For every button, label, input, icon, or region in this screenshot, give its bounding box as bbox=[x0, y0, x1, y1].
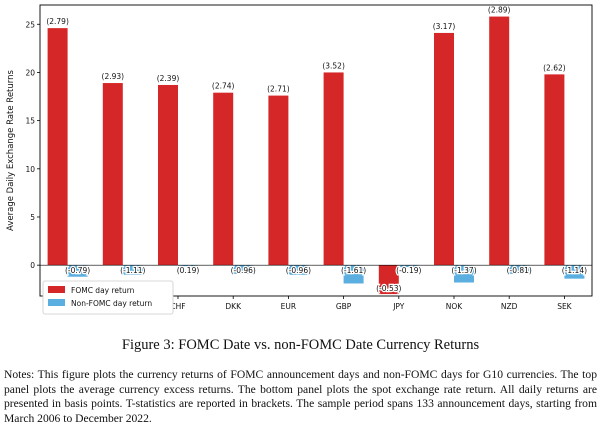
non-fomc-bar-chf bbox=[178, 265, 198, 267]
fomc-tstat-cad: (2.93) bbox=[102, 72, 125, 81]
fomc-tstat-sek: (2.62) bbox=[543, 63, 566, 72]
x-tick-label-chf: CHF bbox=[170, 302, 185, 311]
non-fomc-bar-sek bbox=[564, 265, 585, 279]
non-fomc-tstat-eur: (-0.96) bbox=[286, 266, 311, 275]
fomc-bar-jpy bbox=[378, 265, 399, 295]
y-tick-label-5: 5 bbox=[30, 213, 35, 222]
x-tick-label-nok: NOK bbox=[446, 302, 464, 311]
fomc-tstat-gbp: (3.52) bbox=[322, 61, 345, 70]
fomc-tstat-nok: (3.17) bbox=[433, 22, 456, 31]
plot-frame bbox=[39, 4, 593, 297]
legend-label-non-fomc: Non-FOMC day return bbox=[71, 299, 152, 308]
fomc-bar-nok bbox=[434, 32, 454, 266]
y-axis: 0 5 10 15 20 25 bbox=[25, 20, 40, 270]
non-fomc-tstat-dkk: (-0.96) bbox=[231, 266, 256, 275]
non-fomc-bar-jpy bbox=[398, 265, 419, 268]
figure-notes: Notes: This figure plots the currency re… bbox=[4, 368, 597, 425]
x-tick-label-nzd: NZD bbox=[501, 302, 518, 311]
non-fomc-tstat-nok: (-1.37) bbox=[451, 266, 476, 275]
fomc-bar-eur bbox=[268, 95, 289, 266]
non-fomc-bar-dkk bbox=[233, 265, 254, 274]
fomc-tstat-nzd: (2.89) bbox=[488, 6, 511, 15]
non-fomc-bar-nzd bbox=[509, 265, 530, 274]
non-fomc-bar-aud bbox=[67, 265, 88, 277]
y-tick-label-10: 10 bbox=[25, 165, 35, 174]
fomc-tstat-chf: (2.39) bbox=[157, 74, 180, 83]
non-fomc-bar-gbp bbox=[343, 265, 364, 284]
non-fomc-tstat-jpy: (-0.19) bbox=[396, 266, 421, 275]
x-tick-label-jpy: JPY bbox=[392, 302, 405, 311]
non-fomc-bar-eur bbox=[288, 265, 309, 275]
fomc-bar-cad bbox=[102, 83, 123, 266]
non-fomc-tstat-sek: (-1.14) bbox=[562, 266, 587, 275]
x-tick-label-dkk: DKK bbox=[225, 302, 242, 311]
non-fomc-tstat-chf: (0.19) bbox=[177, 266, 200, 275]
non-fomc-tstat-nzd: (-0.81) bbox=[507, 266, 532, 275]
non-fomc-tstat-cad: (-1.11) bbox=[120, 266, 145, 275]
y-tick-label-15: 15 bbox=[25, 117, 35, 126]
x-tick-label-gbp: GBP bbox=[336, 302, 352, 311]
legend-swatch-fomc bbox=[48, 286, 65, 293]
y-axis-label: Average Daily Exchange Rate Returns bbox=[6, 69, 16, 230]
fomc-tstat-aud: (2.79) bbox=[46, 17, 69, 26]
fomc-tstat-jpy: (-0.53) bbox=[376, 284, 401, 293]
y-tick-label-25: 25 bbox=[25, 20, 35, 29]
legend-label-fomc: FOMC day return bbox=[71, 286, 135, 295]
legend-swatch-non-fomc bbox=[48, 299, 65, 306]
fomc-tstat-eur: (2.71) bbox=[267, 85, 290, 94]
data-labels-group: (2.79) (-0.79) (2.93) (-1.11) (2.39) (0.19) (2… bbox=[46, 6, 588, 295]
non-fomc-bar-cad bbox=[122, 265, 143, 275]
fomc-bar-dkk bbox=[213, 92, 234, 266]
y-tick-label-0: 0 bbox=[30, 261, 35, 270]
fomc-bar-nzd bbox=[489, 16, 510, 266]
fomc-bar-aud bbox=[47, 28, 68, 266]
fomc-bar-gbp bbox=[323, 72, 344, 266]
fomc-tstat-dkk: (2.74) bbox=[212, 82, 235, 91]
legend: FOMC day return Non-FOMC day return bbox=[42, 280, 174, 315]
y-tick-label-20: 20 bbox=[25, 68, 35, 77]
x-tick-label-eur: EUR bbox=[281, 302, 296, 311]
non-fomc-tstat-gbp: (-1.61) bbox=[341, 266, 366, 275]
x-tick-label-sek: SEK bbox=[557, 302, 572, 311]
fomc-bar-chart: (2.79) (-0.79) (2.93) (-1.11) (2.39) (0.19) (2… bbox=[6, 4, 593, 315]
fomc-bar-chf bbox=[158, 84, 178, 266]
non-fomc-bar-nok bbox=[454, 265, 474, 283]
bars-group bbox=[47, 16, 585, 295]
fomc-bar-sek bbox=[544, 74, 565, 266]
non-fomc-tstat-aud: (-0.79) bbox=[65, 266, 90, 275]
figure-caption: Figure 3: FOMC Date vs. non-FOMC Date Cu… bbox=[121, 337, 480, 353]
legend-box bbox=[42, 280, 174, 315]
